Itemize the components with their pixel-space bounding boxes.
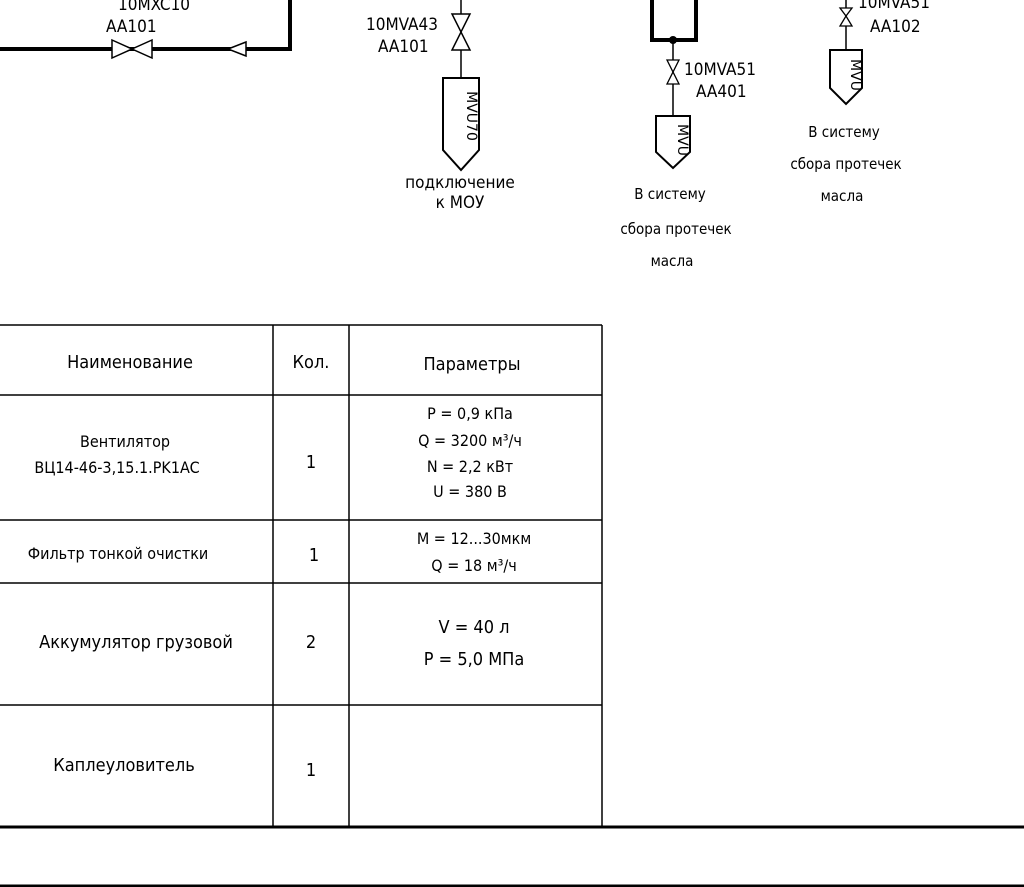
tag-center-bottom: AA101 <box>378 37 429 57</box>
cell-param: P = 0,9 кПа <box>427 404 513 423</box>
left-pipe-group: 10MXC10 AA101 <box>0 0 292 60</box>
caption-center-line2: к МОУ <box>436 193 485 213</box>
far-right-branch-group: 10MVA51 AA102 MVU В систему сбора протеч… <box>790 0 930 205</box>
tag-right-mid-bottom: AA401 <box>696 82 747 102</box>
cell-name: Вентилятор <box>80 432 170 451</box>
cell-param: U = 380 В <box>433 482 507 501</box>
spec-table: Наименование Кол. Параметры Вентилятор В… <box>0 324 603 827</box>
gate-valve-icon <box>111 38 153 60</box>
cell-name: Аккумулятор грузовой <box>39 632 233 653</box>
tag-far-right-top: 10MVA51 <box>858 0 930 13</box>
pipe-line-left <box>0 0 292 51</box>
hopper-label-center: MVU70 <box>463 91 479 141</box>
caption-right-mid-line2: сбора протечек <box>620 220 731 238</box>
cell-param: N = 2,2 кВт <box>427 457 513 476</box>
cell-qty: 2 <box>306 632 316 653</box>
cell-name: ВЦ14-46-3,15.1.PK1AC <box>34 458 199 477</box>
caption-far-right-line2: сбора протечек <box>790 155 901 173</box>
cell-param: Q = 3200 м³/ч <box>418 431 522 450</box>
gate-valve-icon <box>838 7 854 27</box>
gate-valve-icon <box>665 59 681 85</box>
flow-arrow-icon <box>225 40 247 58</box>
hopper-label-right-mid: MVU <box>674 124 690 156</box>
tag-left-top: 10MXC10 <box>118 0 190 15</box>
caption-center-line1: подключение <box>405 173 515 193</box>
hopper-label-far-right: MVU <box>847 59 863 91</box>
hopper-icon <box>829 49 863 106</box>
cell-qty: 1 <box>306 452 316 473</box>
cell-param: Q = 18 м³/ч <box>431 556 516 575</box>
tag-right-mid-top: 10MVA51 <box>684 60 756 80</box>
tag-far-right-bottom: AA102 <box>870 17 921 37</box>
cell-param: P = 5,0 МПа <box>424 649 525 670</box>
header-params: Параметры <box>424 354 521 375</box>
caption-far-right-line1: В систему <box>808 123 879 141</box>
cell-param: V = 40 л <box>438 617 509 638</box>
table-row: Фильтр тонкой очистки 1 M = 12...30мкм Q… <box>28 529 531 575</box>
caption-far-right-line3: масла <box>821 187 864 205</box>
caption-right-mid-line3: масла <box>651 252 694 270</box>
hopper-icon <box>442 77 480 172</box>
caption-right-mid-line1: В систему <box>634 185 705 203</box>
hopper-icon <box>655 115 691 170</box>
header-qty: Кол. <box>293 352 330 373</box>
cell-qty: 1 <box>309 545 319 566</box>
gate-valve-icon <box>450 13 472 51</box>
center-branch-group: 10MVA43 AA101 MVU70 подключение к МОУ <box>366 0 515 213</box>
table-grid <box>0 324 603 827</box>
tag-center-top: 10MVA43 <box>366 15 438 35</box>
header-name: Наименование <box>67 352 193 373</box>
tag-left-bottom: AA101 <box>106 17 157 37</box>
table-row: Аккумулятор грузовой 2 V = 40 л P = 5,0 … <box>39 617 524 670</box>
table-row: Вентилятор ВЦ14-46-3,15.1.PK1AC 1 P = 0,… <box>34 404 522 501</box>
cell-qty: 1 <box>306 760 316 781</box>
right-mid-branch-group: 10MVA51 AA401 MVU В систему сбора протеч… <box>620 0 756 270</box>
cell-param: M = 12...30мкм <box>417 529 531 548</box>
cell-name: Каплеуловитель <box>53 755 195 776</box>
table-row: Каплеуловитель 1 <box>53 755 316 781</box>
pipe-line-right-mid <box>650 0 698 42</box>
cell-name: Фильтр тонкой очистки <box>28 544 209 563</box>
